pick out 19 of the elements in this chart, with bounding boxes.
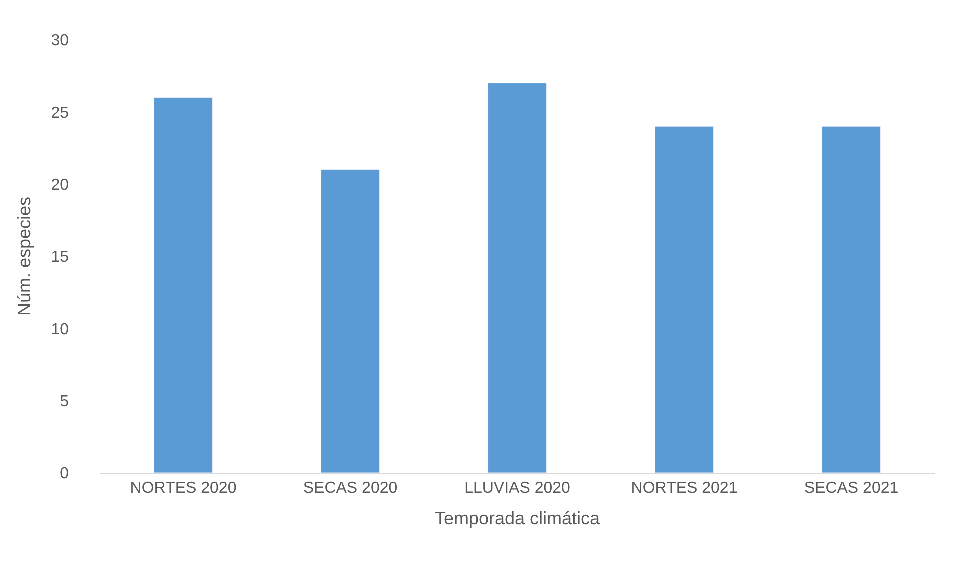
y-axis-title: Núm. especies bbox=[14, 196, 34, 316]
x-tick-label: NORTES 2021 bbox=[631, 480, 738, 498]
bar bbox=[655, 126, 714, 473]
y-tick-label: 25 bbox=[51, 104, 70, 122]
y-tick-label: 20 bbox=[51, 176, 70, 194]
y-tick-label: 5 bbox=[60, 393, 70, 410]
bar bbox=[488, 83, 547, 473]
y-tick-label: 10 bbox=[51, 321, 70, 338]
x-tick-label: NORTES 2020 bbox=[130, 480, 237, 498]
bar bbox=[321, 170, 380, 473]
x-axis-title: Temporada climática bbox=[434, 508, 602, 528]
x-tick-label: SECAS 2020 bbox=[303, 480, 398, 498]
y-tick-label: 30 bbox=[51, 32, 70, 50]
bar bbox=[822, 126, 881, 473]
bar bbox=[154, 97, 213, 473]
x-tick-label: LLUVIAS 2020 bbox=[464, 480, 571, 498]
y-tick-label: 0 bbox=[60, 466, 70, 483]
x-tick-label: SECAS 2021 bbox=[804, 480, 899, 498]
y-tick-label: 15 bbox=[51, 249, 70, 266]
